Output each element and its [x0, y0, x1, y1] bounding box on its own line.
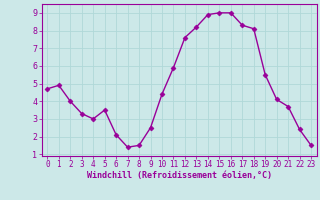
X-axis label: Windchill (Refroidissement éolien,°C): Windchill (Refroidissement éolien,°C): [87, 171, 272, 180]
